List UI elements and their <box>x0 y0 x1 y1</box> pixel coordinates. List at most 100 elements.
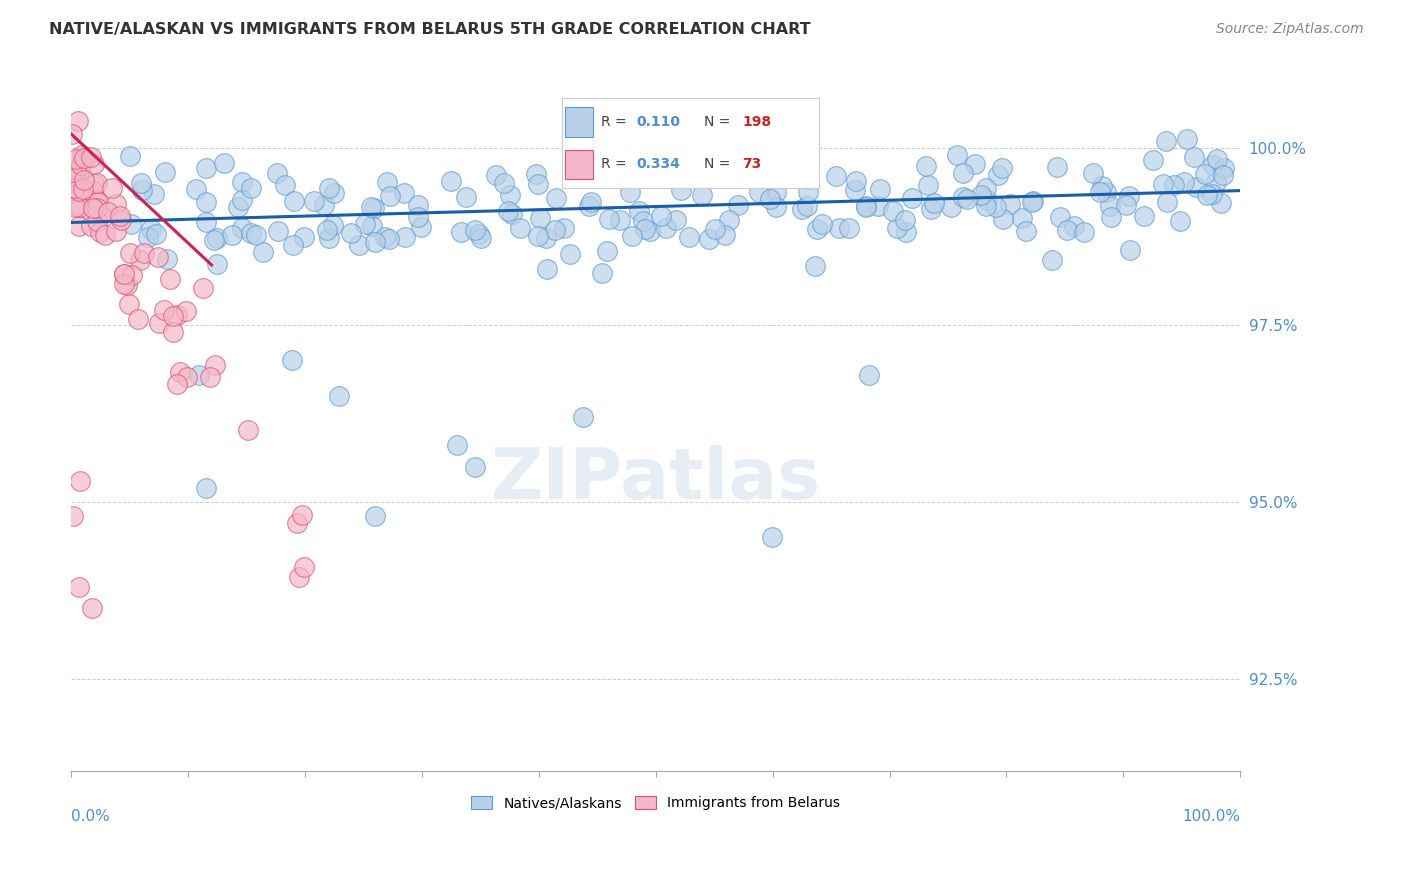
Point <box>1212 161 1234 176</box>
Point <box>118 245 141 260</box>
Point <box>65 169 87 183</box>
Point <box>727 198 749 212</box>
Point <box>318 180 340 194</box>
Point <box>63 181 86 195</box>
Point <box>804 259 827 273</box>
Point <box>886 221 908 235</box>
Point <box>1119 243 1142 257</box>
Point <box>946 148 969 162</box>
Point <box>118 149 141 163</box>
Point <box>141 222 163 236</box>
Point <box>1173 175 1195 189</box>
Point <box>526 178 548 192</box>
Point <box>991 161 1014 175</box>
Point <box>97 204 120 219</box>
Point <box>86 201 108 215</box>
Point <box>118 297 141 311</box>
Point <box>409 219 432 234</box>
Point <box>811 217 834 231</box>
Point <box>191 281 214 295</box>
Point <box>446 438 468 452</box>
Point <box>205 231 228 245</box>
Point <box>67 580 90 594</box>
Point <box>941 200 963 214</box>
Point <box>1090 185 1112 199</box>
Point <box>328 389 350 403</box>
Point <box>120 217 142 231</box>
Point <box>1118 189 1140 203</box>
Point <box>166 309 188 323</box>
Point <box>655 220 678 235</box>
Point <box>976 181 998 195</box>
Point <box>765 200 787 214</box>
Point <box>827 221 849 235</box>
Point <box>598 211 620 226</box>
Point <box>571 409 593 424</box>
Point <box>148 316 170 330</box>
Point <box>901 191 924 205</box>
Point <box>596 244 619 258</box>
Point <box>245 228 267 243</box>
Point <box>866 199 889 213</box>
Point <box>634 222 657 236</box>
Point <box>1056 223 1078 237</box>
Point <box>302 194 325 208</box>
Point <box>240 180 263 194</box>
Point <box>110 212 132 227</box>
Text: NATIVE/ALASKAN VS IMMIGRANTS FROM BELARUS 5TH GRADE CORRELATION CHART: NATIVE/ALASKAN VS IMMIGRANTS FROM BELARU… <box>49 22 811 37</box>
Point <box>67 113 90 128</box>
Point <box>129 176 152 190</box>
Point <box>195 481 218 495</box>
Point <box>162 326 184 340</box>
Point <box>221 227 243 242</box>
Point <box>993 212 1015 227</box>
Point <box>669 183 692 197</box>
Point <box>882 203 904 218</box>
Point <box>101 181 124 195</box>
Point <box>713 227 735 242</box>
Point <box>619 185 641 199</box>
Point <box>1211 196 1233 211</box>
Point <box>108 209 131 223</box>
Point <box>195 161 218 175</box>
Point <box>526 228 548 243</box>
Point <box>363 509 385 524</box>
Point <box>377 232 399 246</box>
Point <box>83 177 105 191</box>
Point <box>797 186 820 200</box>
Point <box>624 164 647 178</box>
Point <box>1021 194 1043 209</box>
Point <box>894 212 917 227</box>
Point <box>195 215 218 229</box>
Text: 100.0%: 100.0% <box>1182 809 1240 824</box>
Point <box>956 193 979 207</box>
Point <box>759 193 782 207</box>
Point <box>553 220 575 235</box>
Point <box>146 251 169 265</box>
Point <box>112 277 135 291</box>
Point <box>82 202 104 216</box>
Point <box>174 304 197 318</box>
Point <box>638 223 661 237</box>
Point <box>496 203 519 218</box>
Point <box>207 257 229 271</box>
Point <box>792 202 814 216</box>
Point <box>952 166 974 180</box>
Point <box>1163 178 1185 193</box>
Point <box>60 165 83 179</box>
Point <box>83 157 105 171</box>
Point <box>609 212 631 227</box>
Point <box>159 272 181 286</box>
Point <box>340 226 363 240</box>
Point <box>291 508 314 522</box>
Point <box>1185 180 1208 194</box>
Point <box>1115 197 1137 211</box>
Point <box>132 245 155 260</box>
Point <box>915 159 938 173</box>
Point <box>112 267 135 281</box>
Point <box>1011 211 1033 226</box>
Point <box>266 166 288 180</box>
Point <box>406 211 429 225</box>
Point <box>82 601 104 615</box>
Point <box>591 267 613 281</box>
